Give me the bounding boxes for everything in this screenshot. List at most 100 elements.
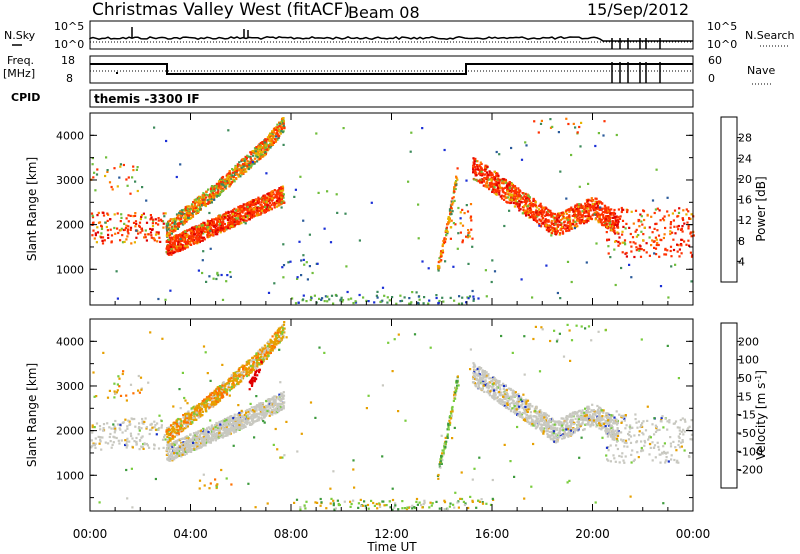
- power-cell: [655, 168, 658, 171]
- power-cell: [282, 196, 285, 199]
- power-cell: [395, 302, 398, 305]
- power-cell: [280, 201, 283, 204]
- velocity-cell: [187, 412, 190, 415]
- power-cell: [229, 271, 232, 274]
- velocity-cell: [185, 425, 188, 428]
- power-cell: [192, 230, 195, 234]
- power-cell: [332, 302, 335, 305]
- velocity-cell: [263, 349, 266, 352]
- power-cell: [198, 204, 201, 207]
- power-cell: [494, 189, 498, 192]
- power-cell: [238, 161, 241, 164]
- velocity-cell: [276, 339, 279, 343]
- power-cell: [471, 245, 474, 248]
- velocity-cell: [281, 337, 284, 340]
- power-cell: [170, 228, 173, 232]
- power-cell: [502, 187, 505, 190]
- power-cell: [539, 122, 543, 125]
- velocity-cell: [197, 432, 200, 435]
- velocity-cell: [236, 381, 239, 384]
- power-cell: [216, 233, 219, 236]
- power-cell: [262, 146, 265, 149]
- velocity-cell: [259, 348, 262, 351]
- power-cell: [228, 214, 231, 217]
- power-cell: [236, 213, 240, 216]
- power-cell: [458, 295, 461, 298]
- power-cell: [181, 234, 184, 237]
- power-cell: [536, 219, 539, 222]
- power-cell: [559, 228, 562, 231]
- power-cell: [248, 208, 251, 211]
- power-cell: [184, 214, 187, 217]
- velocity-cell: [209, 429, 213, 432]
- velocity-cell: [209, 398, 212, 401]
- power-cell: [620, 206, 623, 210]
- power-cell: [266, 203, 269, 206]
- power-cell: [210, 197, 213, 200]
- power-cell: [173, 234, 176, 237]
- velocity-cell: [195, 418, 198, 421]
- power-cell: [662, 219, 666, 222]
- power-cell: [586, 205, 589, 208]
- power-cell: [469, 203, 473, 206]
- freq-tick-bottom: 8: [66, 72, 73, 85]
- power-cell: [391, 296, 394, 299]
- power-cell: [171, 227, 174, 230]
- power-cell: [578, 221, 581, 225]
- velocity-cell: [246, 367, 249, 370]
- power-cell: [250, 164, 253, 167]
- power-cell: [326, 190, 329, 193]
- power-cell: [613, 230, 616, 233]
- power-cell: [473, 166, 477, 169]
- power-cell: [254, 205, 257, 208]
- power-cell: [642, 249, 646, 252]
- velocity-cell: [229, 377, 232, 380]
- power-cell: [440, 259, 443, 262]
- velocity-cell: [167, 428, 170, 431]
- power-cell: [531, 203, 534, 206]
- power-cell: [282, 120, 285, 123]
- power-cell: [553, 216, 556, 220]
- power-cell: [635, 228, 638, 231]
- power-cell: [416, 301, 419, 305]
- power-cell: [528, 206, 531, 210]
- power-cell: [593, 211, 596, 215]
- power-cell: [532, 218, 535, 221]
- power-cell: [533, 203, 536, 206]
- power-cell: [167, 249, 170, 252]
- power-cell: [184, 207, 188, 210]
- power-cell: [205, 196, 208, 199]
- power-cell: [622, 208, 625, 211]
- power-cell: [315, 132, 318, 135]
- power-cell: [132, 165, 135, 168]
- power-cell: [219, 231, 222, 234]
- power-cell: [92, 229, 95, 232]
- power-cell: [616, 226, 619, 229]
- power-cell: [259, 207, 262, 210]
- power-cell: [172, 219, 175, 222]
- power-cell: [200, 204, 204, 207]
- power-cell: [566, 219, 570, 222]
- power-cell: [186, 211, 189, 214]
- velocity-cell: [267, 354, 270, 357]
- velocity-cell: [122, 370, 125, 373]
- power-cell: [521, 206, 524, 209]
- power-cell: [501, 190, 505, 193]
- power-cell: [239, 214, 242, 217]
- velocity-cell: [137, 389, 140, 392]
- power-cell: [655, 222, 658, 225]
- power-cell: [216, 230, 219, 234]
- power-cell: [166, 224, 169, 228]
- power-cell: [259, 203, 262, 206]
- velocity-cell: [126, 425, 129, 428]
- velocity-cell: [153, 444, 156, 447]
- velocity-cell: [277, 335, 280, 338]
- velocity-cell: [278, 331, 281, 334]
- power-cell: [239, 210, 242, 213]
- power-cell: [282, 264, 286, 267]
- power-cell: [216, 220, 219, 223]
- power-cell: [230, 224, 233, 227]
- velocity-cell: [208, 436, 211, 440]
- power-cell: [505, 184, 509, 187]
- power-cell: [195, 230, 198, 233]
